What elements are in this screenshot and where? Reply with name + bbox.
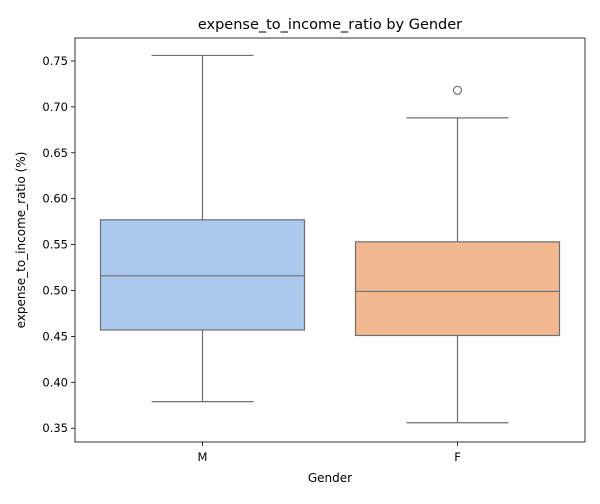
y-tick-label: 0.35 [42,421,68,435]
plot-frame [74,37,586,443]
y-tick-label: 0.75 [42,54,68,68]
box-iqr [354,241,561,337]
box-group-f [354,85,561,424]
y-tick-label: 0.65 [42,146,68,160]
x-tick-label: M [198,450,208,464]
y-tick-label: 0.60 [42,192,68,206]
x-axis-label: Gender [308,471,352,485]
y-tick-label: 0.45 [42,329,68,343]
x-tick-label: F [454,450,461,464]
y-axis: 0.35 0.40 0.45 0.50 0.55 0.60 0.65 0.70 0.75 [42,54,75,435]
box-iqr [99,219,306,331]
chart-title: expense_to_income_ratio by Gender [198,17,462,33]
plot-area [99,54,561,424]
y-tick-label: 0.50 [42,284,68,298]
outlier-point [452,85,463,95]
box-group-m [99,54,306,403]
y-tick-label: 0.40 [42,375,68,389]
y-axis-label: expense_to_income_ratio (%) [14,152,28,329]
y-tick-label: 0.70 [42,100,68,114]
y-tick-label: 0.55 [42,238,68,252]
